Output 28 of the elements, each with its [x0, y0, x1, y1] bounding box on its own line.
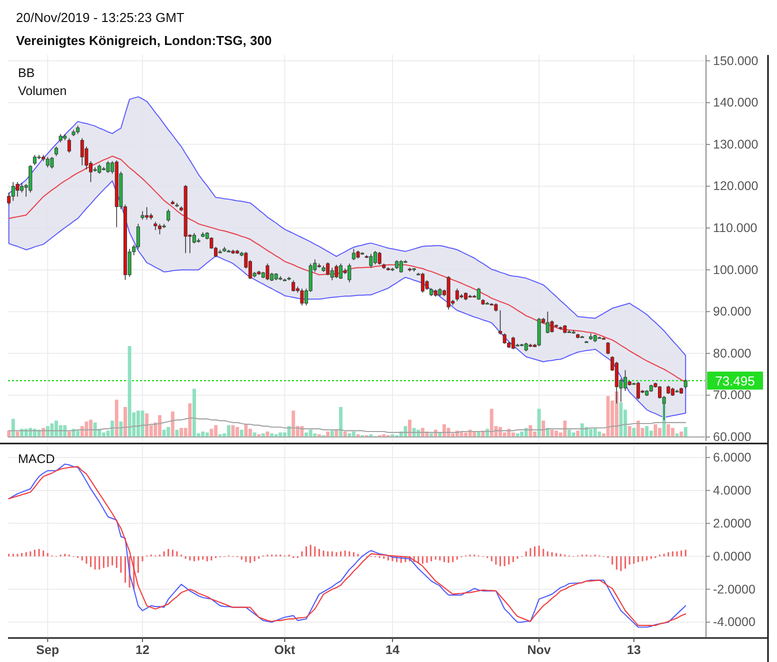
- chart-title: Vereinigtes Königreich, London:TSG, 300: [16, 33, 272, 48]
- y-tick-label: 130.000: [713, 137, 758, 152]
- y-tick-label: 120.000: [713, 179, 758, 194]
- y-tick-label: 150.000: [713, 54, 758, 68]
- y-tick-label: 90.000: [713, 304, 752, 319]
- chart-subtitle: 20/Nov/2019 - 13:25:23 GMT: [16, 10, 184, 25]
- y-tick-label: 110.000: [713, 221, 758, 236]
- annotation: BB: [18, 66, 35, 80]
- y-tick-label: -2.0000: [713, 582, 756, 596]
- annotation: MACD: [18, 452, 55, 466]
- annotation: Volumen: [18, 84, 67, 98]
- y-tick-label: 80.000: [713, 346, 752, 360]
- x-tick-label: Sep: [36, 643, 60, 657]
- x-tick-label: Okt: [274, 643, 296, 657]
- y-tick-label: 140.000: [713, 96, 758, 110]
- y-tick-label: 2.0000: [713, 516, 752, 530]
- y-tick-label: 70.000: [713, 388, 752, 402]
- y-tick-label: 100.000: [713, 262, 758, 277]
- x-tick-label: Nov: [527, 643, 551, 657]
- y-tick-label: 6.0000: [713, 450, 752, 465]
- x-tick-label: 12: [136, 643, 150, 657]
- ref-line-label: 73.495: [715, 374, 755, 389]
- y-tick-label: 60.000: [713, 430, 752, 444]
- y-tick-label: -4.0000: [713, 615, 756, 630]
- x-tick-label: 13: [626, 643, 641, 657]
- x-tick-label: 14: [386, 643, 400, 657]
- y-tick-label: 0.0000: [713, 549, 752, 564]
- y-tick-label: 4.0000: [713, 483, 752, 498]
